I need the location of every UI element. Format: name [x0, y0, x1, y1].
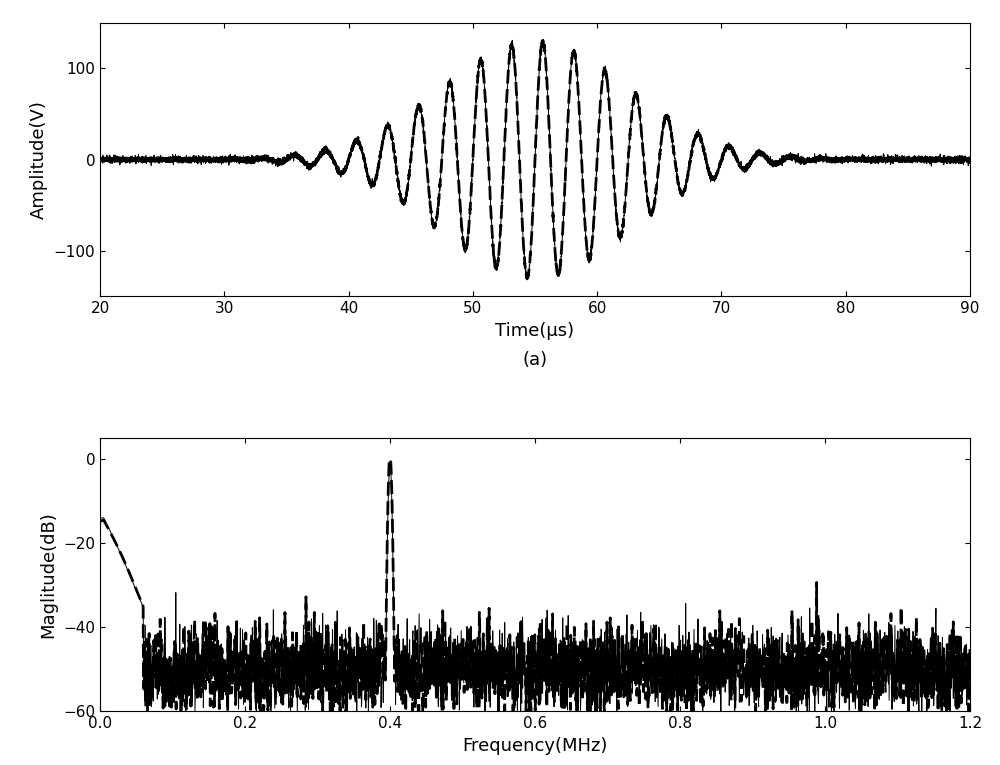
X-axis label: Frequency(MHz): Frequency(MHz) [462, 737, 608, 755]
Y-axis label: Maglitude(dB): Maglitude(dB) [39, 512, 57, 638]
Y-axis label: Amplitude(V): Amplitude(V) [30, 100, 48, 219]
Text: (a): (a) [522, 351, 548, 369]
X-axis label: Time(μs): Time(μs) [495, 321, 575, 340]
